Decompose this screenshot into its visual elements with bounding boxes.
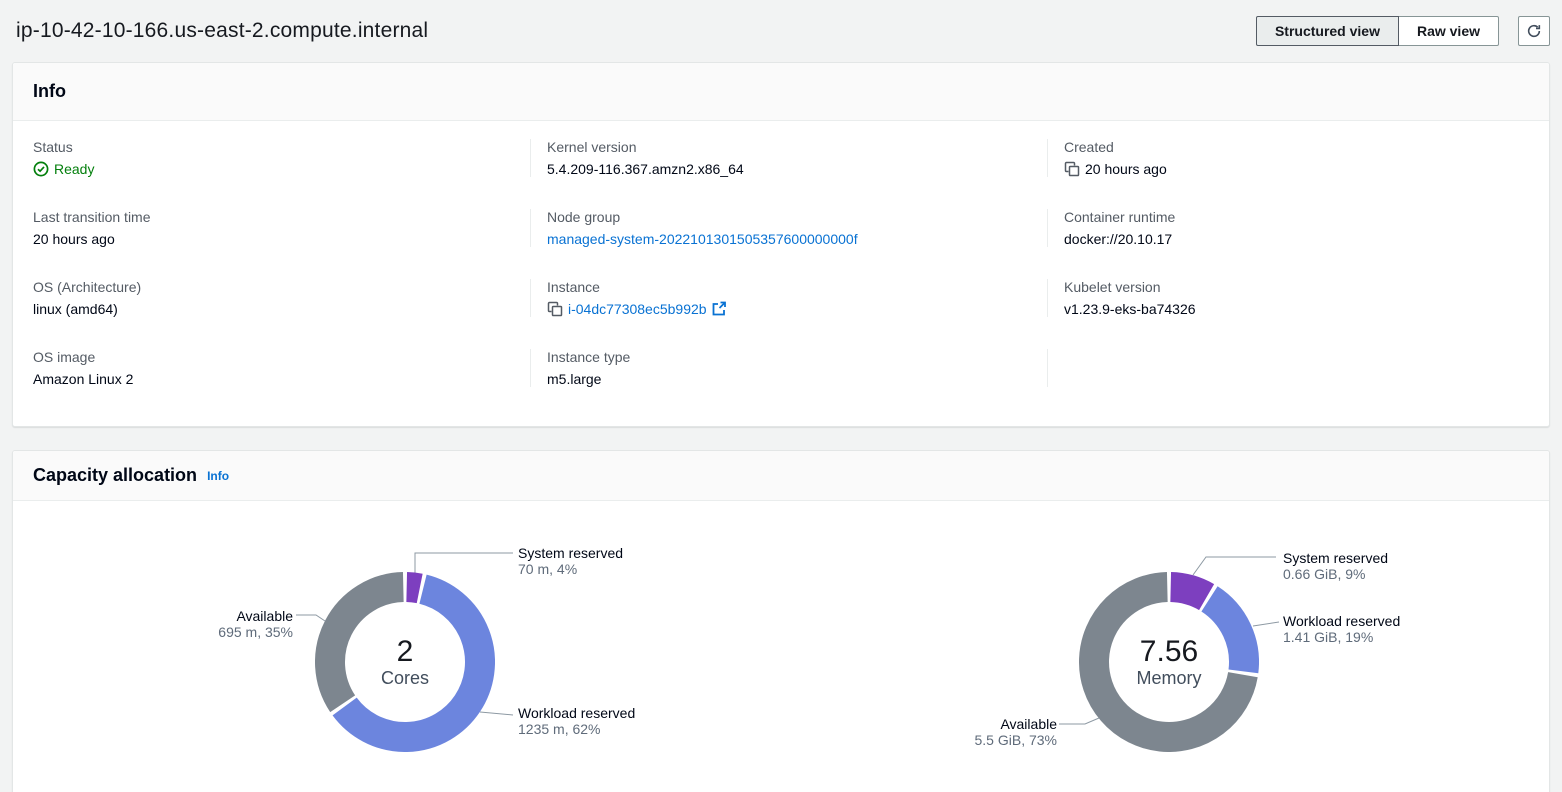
info-grid: Status Ready Kernel version 5.4.209-116.… xyxy=(33,139,1529,387)
cpu-workload-reserved-label: Workload reserved 1235 m, 62% xyxy=(518,705,636,737)
copy-button[interactable] xyxy=(1064,161,1080,177)
field-value: Amazon Linux 2 xyxy=(33,371,134,387)
field-label: Created xyxy=(1064,139,1114,155)
field-value: m5.large xyxy=(547,371,602,387)
donut-segment-system-reserved[interactable] xyxy=(406,572,423,604)
donut-segment-available[interactable] xyxy=(315,572,405,713)
page-title: ip-10-42-10-166.us-east-2.compute.intern… xyxy=(16,19,429,42)
field-kernel-version: Kernel version 5.4.209-116.367.amzn2.x86… xyxy=(530,139,1047,177)
node-group-link[interactable]: managed-system-2022101301505357600000000… xyxy=(547,231,858,247)
info-panel-body: Status Ready Kernel version 5.4.209-116.… xyxy=(13,121,1549,411)
field-label: Last transition time xyxy=(33,209,151,225)
refresh-button[interactable] xyxy=(1518,16,1550,46)
memory-donut-center: 7.56 Memory xyxy=(1079,572,1259,752)
field-label: Container runtime xyxy=(1064,209,1176,225)
instance-id: i-04dc77308ec5b992b xyxy=(568,301,707,317)
memory-system-reserved-label: System reserved 0.66 GiB, 9% xyxy=(1283,550,1389,582)
external-link-icon xyxy=(711,301,727,317)
capacity-panel-header: Capacity allocation Info xyxy=(13,451,1549,501)
info-panel-header: Info xyxy=(13,63,1549,121)
structured-view-button[interactable]: Structured view xyxy=(1255,16,1399,46)
field-container-runtime: Container runtime docker://20.10.17 xyxy=(1047,209,1529,247)
capacity-info-link[interactable]: Info xyxy=(207,468,230,483)
field-instance: Instance i-04dc77308ec5b992b xyxy=(530,279,1047,317)
capacity-panel-body: 2 Cores System reserved 70 m, 4% Availab… xyxy=(13,501,1549,792)
instance-link[interactable]: i-04dc77308ec5b992b xyxy=(568,301,727,317)
raw-view-button[interactable]: Raw view xyxy=(1397,16,1499,46)
field-value: v1.23.9-eks-ba74326 xyxy=(1064,301,1196,317)
field-instance-type: Instance type m5.large xyxy=(530,349,1047,387)
cpu-total-label: Cores xyxy=(380,668,429,688)
status-badge: Ready xyxy=(33,161,530,177)
field-value: 20 hours ago xyxy=(1085,161,1167,177)
cpu-system-reserved-label: System reserved 70 m, 4% xyxy=(518,545,624,577)
cpu-donut-center: 2 Cores xyxy=(315,572,495,752)
field-os-architecture: OS (Architecture) linux (amd64) xyxy=(33,279,530,317)
field-status: Status Ready xyxy=(33,139,530,177)
memory-donut-svg xyxy=(1079,572,1259,752)
cpu-available-label: Available 695 m, 35% xyxy=(218,608,293,640)
header-actions: Structured view Raw view xyxy=(1255,16,1550,46)
page-header: ip-10-42-10-166.us-east-2.compute.intern… xyxy=(0,0,1562,62)
field-value: docker://20.10.17 xyxy=(1064,231,1173,247)
cpu-donut-chart: 2 Cores xyxy=(315,572,495,752)
memory-total-value: 7.56 xyxy=(1139,635,1199,668)
field-label: Kubelet version xyxy=(1064,279,1161,295)
field-node-group: Node group managed-system-20221013015053… xyxy=(530,209,1047,247)
donut-segment-available[interactable] xyxy=(1079,572,1258,752)
field-last-transition-time: Last transition time 20 hours ago xyxy=(33,209,530,247)
chart-leader-lines xyxy=(296,552,1280,725)
donut-segment-system-reserved[interactable] xyxy=(1169,572,1215,611)
status-success-icon xyxy=(33,161,49,177)
memory-workload-reserved-label: Workload reserved 1.41 GiB, 19% xyxy=(1283,613,1401,645)
field-created: Created 20 hours ago xyxy=(1047,139,1529,177)
memory-available-label: Available 5.5 GiB, 73% xyxy=(974,716,1058,748)
info-panel-title: Info xyxy=(33,81,66,101)
field-os-image: OS image Amazon Linux 2 xyxy=(33,349,530,387)
info-panel: Info Status Ready Kernel version 5.4 xyxy=(12,62,1550,427)
copy-button[interactable] xyxy=(547,301,563,317)
copy-icon xyxy=(1064,161,1080,177)
field-label: Instance type xyxy=(547,349,631,365)
donut-segment-workload-reserved[interactable] xyxy=(1200,586,1259,674)
field-label: Status xyxy=(33,139,73,155)
copy-icon xyxy=(547,301,563,317)
field-kubelet-version: Kubelet version v1.23.9-eks-ba74326 xyxy=(1047,279,1529,317)
field-label: Kernel version xyxy=(547,139,637,155)
field-value: 20 hours ago xyxy=(33,231,115,247)
cpu-donut-svg xyxy=(315,572,495,752)
status-text: Ready xyxy=(54,161,95,177)
capacity-allocation-panel: Capacity allocation Info 2 Cores System … xyxy=(12,450,1550,792)
memory-total-label: Memory xyxy=(1136,668,1202,688)
field-label: OS (Architecture) xyxy=(33,279,142,295)
view-toggle: Structured view Raw view xyxy=(1255,16,1499,46)
donut-segment-workload-reserved[interactable] xyxy=(332,574,495,752)
field-label: Instance xyxy=(547,279,600,295)
field-value: linux (amd64) xyxy=(33,301,118,317)
field-empty xyxy=(1047,349,1529,387)
field-label: Node group xyxy=(547,209,621,225)
memory-donut-chart: 7.56 Memory xyxy=(1079,572,1259,752)
field-label: OS image xyxy=(33,349,96,365)
refresh-icon xyxy=(1526,23,1542,39)
cpu-total-value: 2 xyxy=(396,635,414,668)
capacity-panel-title: Capacity allocation xyxy=(33,465,198,485)
field-value: 5.4.209-116.367.amzn2.x86_64 xyxy=(547,161,744,177)
